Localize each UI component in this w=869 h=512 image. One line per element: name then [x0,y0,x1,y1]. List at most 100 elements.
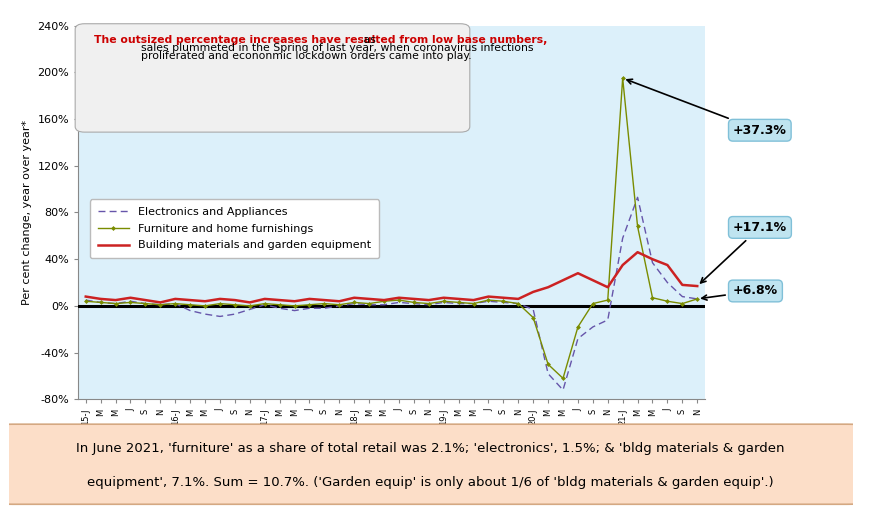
Building materials and garden equipment [259,296,269,302]
Electronics and Appliances [632,194,642,200]
Building materials and garden equipment [274,297,284,303]
Electronics and Appliances [394,300,404,306]
Electronics and Appliances [572,335,582,342]
Text: +6.8%: +6.8% [701,285,777,300]
Building materials and garden equipment [304,296,315,302]
Text: In June 2021, 'furniture' as a share of total retail was 2.1%; 'electronics', 1.: In June 2021, 'furniture' as a share of … [76,442,784,455]
Building materials and garden equipment [229,297,240,303]
Furniture and home furnishings [453,300,463,306]
Furniture and home furnishings [363,301,374,307]
Furniture and home furnishings [334,302,344,308]
Building materials and garden equipment [647,256,657,262]
Furniture and home furnishings [572,324,582,330]
Electronics and Appliances [304,305,315,311]
Electronics and Appliances [274,305,284,311]
Electronics and Appliances [229,311,240,317]
Building materials and garden equipment [408,296,419,302]
Text: +37.3%: +37.3% [627,79,786,137]
Building materials and garden equipment [81,293,91,300]
Building materials and garden equipment [363,296,374,302]
Text: equipment', 7.1%. Sum = 10.7%. ('Garden equip' is only about 1/6 of 'bldg materi: equipment', 7.1%. Sum = 10.7%. ('Garden … [87,476,773,489]
Electronics and Appliances [527,306,538,312]
Electronics and Appliances [617,235,627,241]
Electronics and Appliances [513,301,523,307]
Building materials and garden equipment [661,262,672,268]
Y-axis label: Per cent change, year over year*: Per cent change, year over year* [22,120,32,305]
Electronics and Appliances [125,298,136,304]
Building materials and garden equipment [423,297,434,303]
Electronics and Appliances [602,317,613,323]
Building materials and garden equipment [587,277,597,283]
Line: Electronics and Appliances: Electronics and Appliances [86,197,696,390]
Electronics and Appliances [110,301,121,307]
Building materials and garden equipment [348,295,359,301]
Furniture and home furnishings [319,301,329,307]
Furniture and home furnishings [647,295,657,301]
Electronics and Appliances [557,387,567,393]
Electronics and Appliances [155,302,165,308]
Legend: Electronics and Appliances, Furniture and home furnishings, Building materials a: Electronics and Appliances, Furniture an… [90,199,378,258]
Electronics and Appliances [498,300,508,306]
Furniture and home furnishings [155,302,165,308]
Building materials and garden equipment [215,296,225,302]
Furniture and home furnishings [110,301,121,307]
Furniture and home furnishings [468,301,478,307]
Building materials and garden equipment [632,249,642,255]
Furniture and home furnishings [378,298,388,304]
Electronics and Appliances [408,301,419,307]
Electronics and Appliances [438,300,448,306]
Text: as: as [360,35,375,45]
Furniture and home furnishings [527,314,538,321]
Furniture and home furnishings [289,303,300,309]
Furniture and home furnishings [557,375,567,381]
Furniture and home furnishings [200,303,210,309]
Text: The outsized percentage increases have resulted from low base numbers,: The outsized percentage increases have r… [94,35,547,45]
Text: +17.1%: +17.1% [700,221,786,283]
Building materials and garden equipment [468,297,478,303]
Furniture and home furnishings [274,302,284,308]
Building materials and garden equipment [155,300,165,306]
Electronics and Appliances [334,303,344,309]
Electronics and Appliances [542,371,553,377]
Electronics and Appliances [363,302,374,308]
Building materials and garden equipment [200,298,210,304]
Electronics and Appliances [482,298,493,304]
Electronics and Appliances [587,324,597,330]
Furniture and home furnishings [617,75,627,81]
Building materials and garden equipment [676,282,687,288]
Electronics and Appliances [691,296,701,302]
Building materials and garden equipment [125,295,136,301]
Furniture and home furnishings [125,300,136,306]
Building materials and garden equipment [169,296,180,302]
Building materials and garden equipment [572,270,582,276]
Furniture and home furnishings [587,301,597,307]
Building materials and garden equipment [289,298,300,304]
Furniture and home furnishings [661,298,672,304]
Building materials and garden equipment [617,262,627,268]
Furniture and home furnishings [602,297,613,303]
Building materials and garden equipment [482,293,493,300]
Building materials and garden equipment [394,295,404,301]
Electronics and Appliances [259,302,269,308]
Electronics and Appliances [200,311,210,317]
Electronics and Appliances [96,300,106,306]
Building materials and garden equipment [140,297,150,303]
Line: Furniture and home furnishings: Furniture and home furnishings [84,76,698,380]
Electronics and Appliances [215,313,225,319]
Furniture and home furnishings [348,300,359,306]
Electronics and Appliances [423,302,434,308]
Electronics and Appliances [289,308,300,314]
Furniture and home furnishings [185,302,196,308]
Furniture and home furnishings [81,298,91,304]
Building materials and garden equipment [602,284,613,290]
Electronics and Appliances [244,306,255,312]
Building materials and garden equipment [96,296,106,302]
Furniture and home furnishings [423,301,434,307]
Furniture and home furnishings [632,223,642,229]
Furniture and home furnishings [229,302,240,308]
Furniture and home furnishings [438,298,448,304]
Electronics and Appliances [185,308,196,314]
Electronics and Appliances [348,301,359,307]
Electronics and Appliances [647,260,657,266]
FancyBboxPatch shape [75,24,469,132]
